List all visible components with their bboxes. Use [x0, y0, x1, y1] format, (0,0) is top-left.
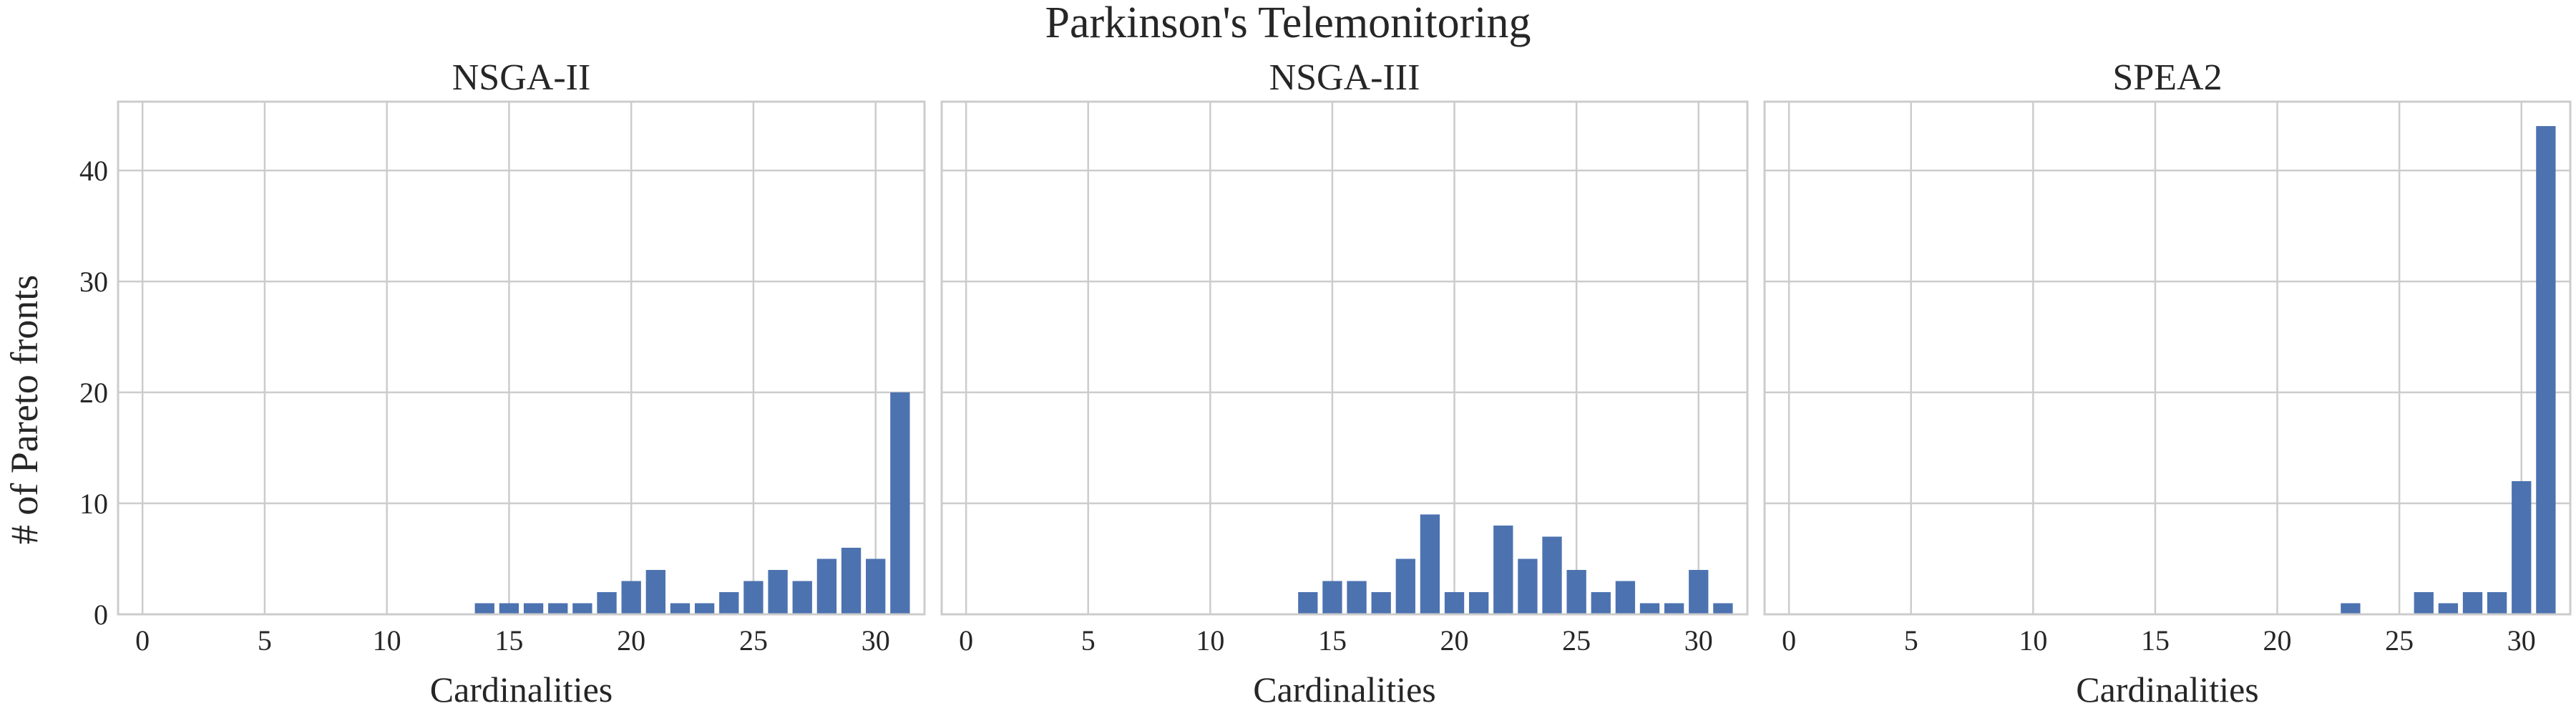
bar [719, 592, 739, 614]
panel-2: 0 5 10 15 20 25 30 NSGA-III Cardinalities [940, 57, 1749, 710]
bar [1689, 570, 1709, 614]
x-axis-label: Cardinalities [430, 669, 613, 710]
x-tick-label: 30 [2507, 624, 2536, 657]
bar [2536, 126, 2556, 615]
bar [1566, 570, 1586, 614]
x-tick-label: 15 [2141, 624, 2170, 657]
x-axis-label: Cardinalities [2076, 669, 2259, 710]
bar [768, 570, 788, 614]
bar [548, 603, 568, 614]
bar [597, 592, 617, 614]
bar [1371, 592, 1391, 614]
x-tick-label: 10 [2019, 624, 2047, 657]
bar [2341, 603, 2361, 614]
bar [1469, 592, 1489, 614]
x-tick-label: 10 [1196, 624, 1224, 657]
y-axis-label: # of Pareto fronts [3, 275, 46, 544]
bar [2438, 603, 2459, 614]
bar [2512, 481, 2532, 614]
bar [474, 603, 494, 614]
bar [866, 558, 886, 614]
x-axis-label: Cardinalities [1253, 669, 1436, 710]
panel-3: 0 5 10 15 20 25 30 SPEA2 Cardinalities [1763, 57, 2572, 710]
x-tick-label: 0 [135, 624, 150, 657]
bar [1615, 581, 1636, 614]
bar [523, 603, 544, 614]
panel-title: SPEA2 [2112, 57, 2222, 98]
x-tick-label: 15 [1318, 624, 1347, 657]
x-tick-label: 5 [258, 624, 272, 657]
bar [816, 558, 837, 614]
y-tick-label: 40 [79, 155, 108, 187]
x-tick-label: 25 [2385, 624, 2414, 657]
bar [1518, 558, 1538, 614]
axes-frame [1763, 100, 2572, 616]
bar [499, 603, 519, 614]
x-tick-label: 0 [959, 624, 973, 657]
bar [1493, 526, 1513, 614]
bar [2462, 592, 2483, 614]
y-tick-label: 30 [79, 266, 108, 298]
bar [841, 548, 862, 614]
x-tick-label: 5 [1081, 624, 1096, 657]
x-tick-label: 0 [1782, 624, 1796, 657]
bar [621, 581, 641, 614]
axes-frame [117, 100, 926, 616]
bar [694, 603, 715, 614]
panel-title: NSGA-II [452, 57, 591, 98]
bar [1713, 603, 1733, 614]
x-tick-label: 10 [373, 624, 401, 657]
bar [645, 570, 665, 614]
x-tick-label: 25 [739, 624, 768, 657]
y-tick-label: 0 [94, 599, 108, 631]
bar [2414, 592, 2434, 614]
bar [1444, 592, 1465, 614]
x-tick-label: 20 [2263, 624, 2292, 657]
y-tick-label: 10 [79, 488, 108, 520]
bar [2487, 592, 2507, 614]
bar [792, 581, 812, 614]
x-tick-label: 20 [617, 624, 645, 657]
x-tick-label: 30 [862, 624, 890, 657]
bar [1664, 603, 1684, 614]
axes-frame [940, 100, 1749, 616]
bar [1591, 592, 1611, 614]
x-tick-label: 5 [1904, 624, 1918, 657]
panel-1: 0 5 10 15 20 25 30 0 10 20 30 40 NSGA-II Cardinalitie… [79, 57, 926, 710]
bar [1347, 581, 1367, 614]
bar [1420, 514, 1440, 614]
x-tick-label: 15 [494, 624, 523, 657]
panel-title: NSGA-III [1269, 57, 1420, 98]
bar [890, 392, 910, 614]
x-tick-label: 25 [1562, 624, 1591, 657]
y-tick-label: 20 [79, 377, 108, 409]
x-tick-label: 20 [1440, 624, 1469, 657]
suptitle: Parkinson's Telemonitoring [1045, 0, 1531, 47]
bar [743, 581, 763, 614]
bar [1639, 603, 1660, 614]
bar [670, 603, 691, 614]
bar [1542, 536, 1562, 614]
bar [1322, 581, 1342, 614]
bar [1298, 592, 1318, 614]
bar [1395, 558, 1415, 614]
bar [572, 603, 592, 614]
x-tick-label: 30 [1684, 624, 1713, 657]
